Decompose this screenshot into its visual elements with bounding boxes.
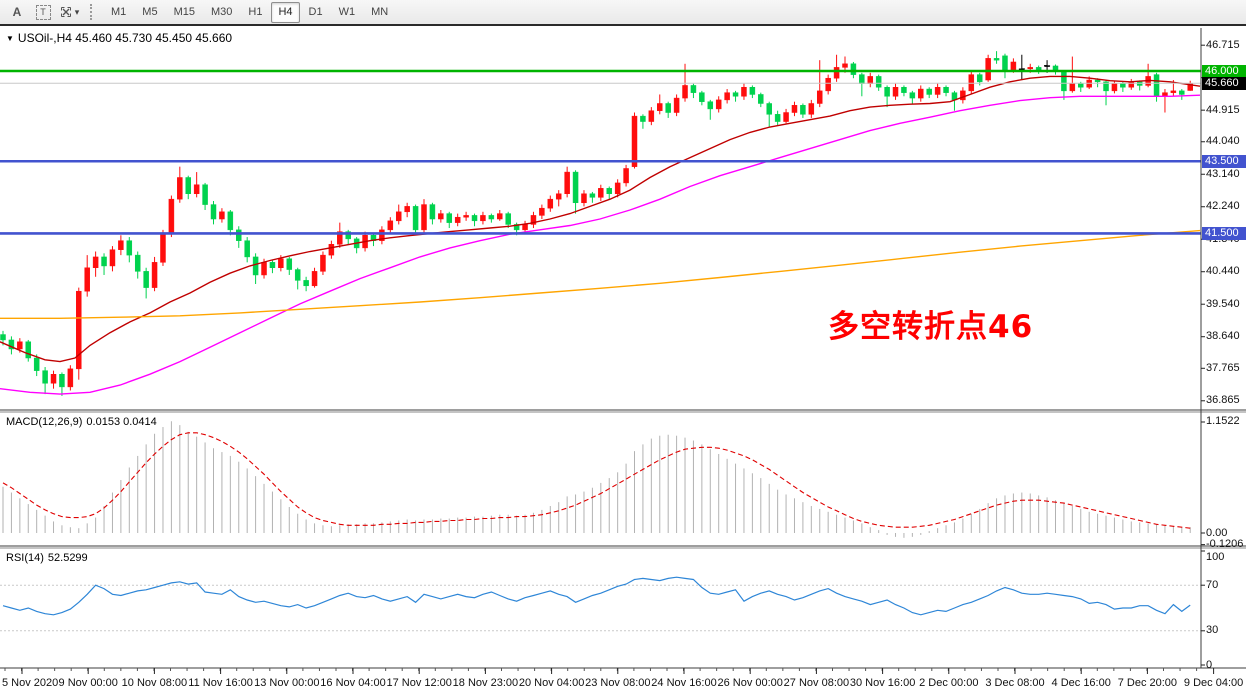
dropdown-caret-icon: ▾: [74, 6, 80, 17]
price-tick-label: 40.440: [1206, 265, 1240, 278]
macd-tick-label: 0.00: [1206, 526, 1228, 539]
timeframe-button-d1[interactable]: D1: [308, 5, 323, 18]
time-tick-label: 24 Nov 16:00: [651, 677, 717, 689]
rsi-name: RSI(14): [6, 552, 44, 564]
timeframe-button-m1[interactable]: M1: [111, 5, 127, 18]
price-tick-label: 46.715: [1206, 38, 1240, 51]
text-label-icon: T: [35, 4, 51, 20]
arrows-object-tool-button[interactable]: ▾: [57, 1, 81, 23]
candlesticks: [0, 51, 1193, 396]
pane-borders: [0, 28, 1246, 669]
timeframe-toolbar: M1 M5 M15 M30 H1 H4 D1 W1 MN: [103, 1, 396, 23]
symbol-title: ▼ USOil-,H4 45.460 45.730 45.450 45.660: [6, 31, 232, 45]
toolbar-drag-handle[interactable]: [90, 4, 96, 20]
timeframe-button-mn[interactable]: MN: [371, 5, 389, 18]
arrow-style-icon: A: [12, 5, 22, 19]
price-tick-label: 37.765: [1206, 361, 1240, 374]
timeframe-button-w1[interactable]: W1: [338, 5, 356, 18]
axis-ticks: [4, 44, 1215, 674]
ma-fast-red: [0, 75, 1201, 363]
price-level-badge: 43.500: [1202, 154, 1246, 168]
text-label-tool-button[interactable]: T: [31, 1, 55, 23]
price-tick-label: 44.915: [1206, 103, 1240, 116]
time-tick-label: 4 Dec 16:00: [1051, 677, 1111, 689]
time-tick-label: 7 Dec 20:00: [1117, 677, 1178, 689]
time-tick-label: 27 Nov 08:00: [783, 677, 850, 689]
arrows-object-icon: [59, 5, 73, 19]
time-tick-label: 5 Nov 2020: [2, 677, 59, 689]
macd-tick-label: 1.1522: [1206, 415, 1240, 428]
time-tick-label: 2 Dec 00:00: [919, 677, 979, 689]
price-level-badge: 46.000: [1202, 64, 1246, 78]
rsi-tick-label: 30: [1206, 624, 1219, 637]
ma-mid-magenta: [0, 94, 1201, 395]
macd-tick-label: -0.1206: [1206, 538, 1244, 551]
rsi-indicator-label: RSI(14) 52.5299: [6, 552, 92, 564]
chart-annotation-text[interactable]: 多空转折点46: [828, 309, 1034, 345]
price-tick-label: 38.640: [1206, 330, 1240, 343]
time-tick-label: 18 Nov 23:00: [452, 677, 519, 689]
macd-indicator-label: MACD(12,26,9) 0.0153 0.0414: [6, 416, 161, 428]
price-level-badge: 41.500: [1202, 226, 1246, 240]
macd-pane: [2, 421, 1191, 538]
horizontal-lines: [0, 69, 1201, 235]
toolbar: A T ▾ M1 M5 M15 M30 H1 H4 D1 W1 MN: [0, 0, 1246, 26]
macd-values: 0.0153 0.0414: [86, 416, 157, 428]
timeframe-button-h4[interactable]: H4: [271, 1, 300, 23]
time-tick-label: 11 Nov 16:00: [188, 677, 253, 689]
time-tick-label: 20 Nov 04:00: [518, 677, 585, 689]
price-tick-label: 39.540: [1206, 297, 1240, 310]
rsi-tick-label: 70: [1206, 578, 1219, 591]
price-tick-label: 42.240: [1206, 200, 1240, 213]
macd-name: MACD(12,26,9): [6, 416, 83, 428]
timeframe-button-m30[interactable]: M30: [210, 5, 233, 18]
time-tick-label: 17 Nov 12:00: [386, 677, 452, 689]
rsi-pane: [0, 576, 1201, 632]
time-tick-label: 23 Nov 08:00: [585, 677, 651, 689]
timeframe-button-m15[interactable]: M15: [173, 5, 195, 18]
price-level-badge: 45.660: [1202, 76, 1246, 90]
ma-slow-orange: [0, 229, 1201, 319]
timeframe-button-h1[interactable]: H1: [248, 5, 263, 18]
symbol-ohlc-text: USOil-,H4 45.460 45.730 45.450 45.660: [17, 31, 233, 45]
time-tick-label: 16 Nov 04:00: [320, 677, 386, 689]
arrow-style-tool-button[interactable]: A: [5, 1, 29, 23]
moving-averages: [0, 75, 1201, 395]
collapse-indicator-icon: ▼: [6, 34, 14, 43]
rsi-tick-label: 100: [1206, 551, 1225, 563]
price-tick-label: 36.865: [1206, 394, 1240, 407]
time-tick-label: 26 Nov 00:00: [717, 677, 783, 689]
time-tick-label: 9 Nov 00:00: [58, 677, 118, 689]
time-tick-label: 3 Dec 08:00: [985, 677, 1045, 689]
rsi-value: 52.5299: [47, 552, 88, 564]
time-tick-label: 10 Nov 08:00: [121, 677, 188, 689]
time-tick-label: 13 Nov 00:00: [254, 677, 320, 689]
time-tick-label: 9 Dec 04:00: [1183, 677, 1244, 689]
timeframe-button-m5[interactable]: M5: [142, 5, 158, 18]
rsi-tick-label: 0: [1206, 658, 1213, 671]
time-tick-label: 30 Nov 16:00: [849, 677, 916, 689]
price-tick-label: 44.040: [1206, 135, 1240, 148]
price-tick-label: 43.140: [1206, 167, 1240, 180]
